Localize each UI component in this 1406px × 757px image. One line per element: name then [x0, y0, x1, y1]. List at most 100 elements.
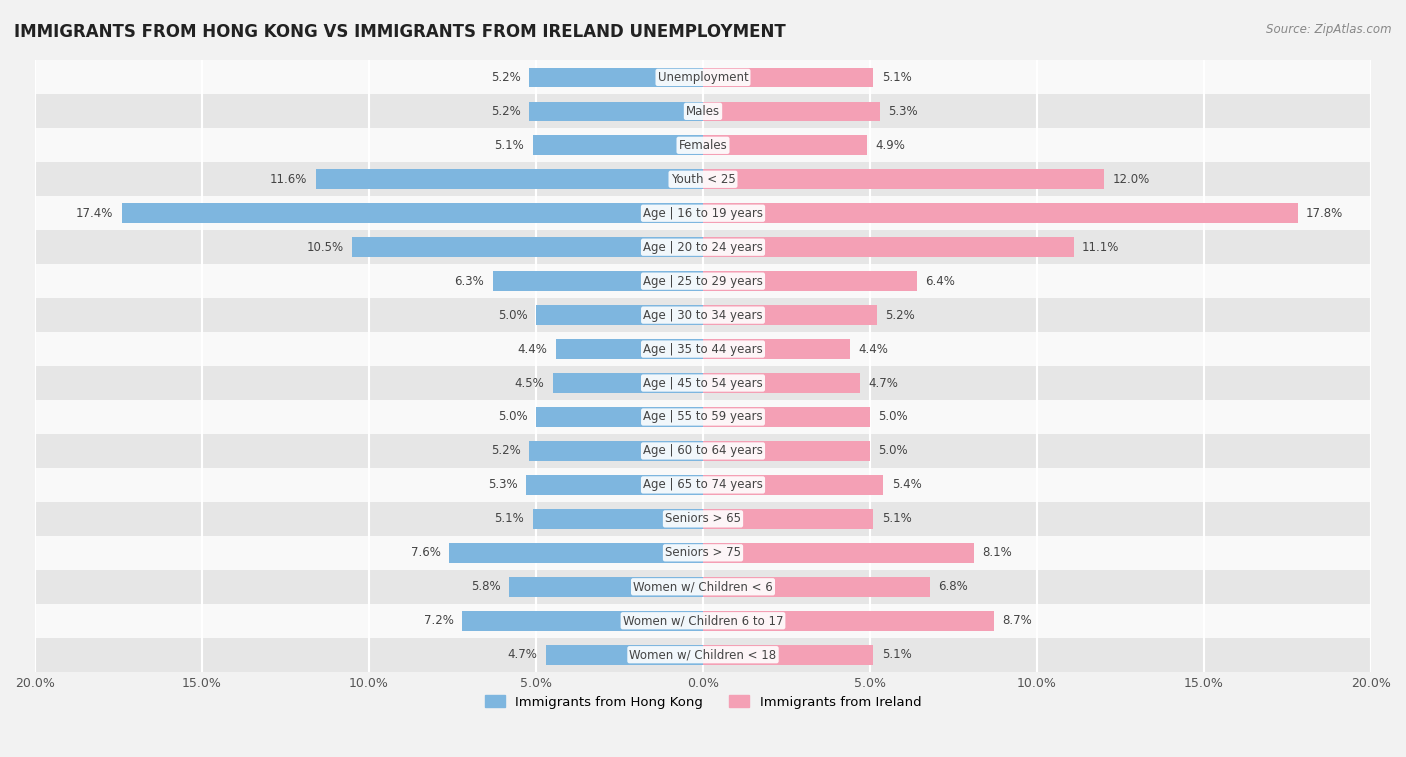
- Bar: [35, 637, 1371, 671]
- Bar: [703, 611, 994, 631]
- Bar: [555, 339, 703, 359]
- Bar: [533, 136, 703, 155]
- Text: 6.3%: 6.3%: [454, 275, 484, 288]
- Bar: [509, 577, 703, 597]
- Bar: [703, 645, 873, 665]
- Text: 7.2%: 7.2%: [425, 614, 454, 628]
- Text: Seniors > 75: Seniors > 75: [665, 547, 741, 559]
- Bar: [703, 543, 973, 562]
- Bar: [703, 136, 866, 155]
- Bar: [35, 400, 1371, 434]
- Text: 4.4%: 4.4%: [517, 343, 548, 356]
- Text: 7.6%: 7.6%: [411, 547, 441, 559]
- Text: 5.2%: 5.2%: [491, 71, 522, 84]
- Bar: [529, 101, 703, 121]
- Bar: [703, 339, 851, 359]
- Text: 10.5%: 10.5%: [307, 241, 344, 254]
- Text: 4.9%: 4.9%: [875, 139, 905, 152]
- Text: 5.1%: 5.1%: [495, 512, 524, 525]
- Bar: [703, 577, 931, 597]
- Bar: [703, 238, 1074, 257]
- Bar: [703, 170, 1104, 189]
- Bar: [449, 543, 703, 562]
- Text: Females: Females: [679, 139, 727, 152]
- Text: 5.3%: 5.3%: [488, 478, 517, 491]
- Text: 5.1%: 5.1%: [882, 648, 911, 661]
- Bar: [703, 305, 877, 325]
- Bar: [35, 536, 1371, 570]
- Text: 17.4%: 17.4%: [76, 207, 114, 220]
- Bar: [35, 468, 1371, 502]
- Text: 5.0%: 5.0%: [879, 410, 908, 423]
- Bar: [529, 441, 703, 461]
- Bar: [35, 196, 1371, 230]
- Text: 6.4%: 6.4%: [925, 275, 955, 288]
- Text: 5.2%: 5.2%: [884, 309, 915, 322]
- Bar: [35, 604, 1371, 637]
- Text: 5.0%: 5.0%: [498, 309, 527, 322]
- Text: Age | 30 to 34 years: Age | 30 to 34 years: [643, 309, 763, 322]
- Bar: [536, 305, 703, 325]
- Text: 11.1%: 11.1%: [1083, 241, 1119, 254]
- Text: Age | 25 to 29 years: Age | 25 to 29 years: [643, 275, 763, 288]
- Text: Age | 45 to 54 years: Age | 45 to 54 years: [643, 376, 763, 390]
- Text: Source: ZipAtlas.com: Source: ZipAtlas.com: [1267, 23, 1392, 36]
- Bar: [703, 475, 883, 495]
- Bar: [315, 170, 703, 189]
- Text: 12.0%: 12.0%: [1112, 173, 1150, 185]
- Bar: [463, 611, 703, 631]
- Bar: [703, 101, 880, 121]
- Legend: Immigrants from Hong Kong, Immigrants from Ireland: Immigrants from Hong Kong, Immigrants fr…: [479, 690, 927, 714]
- Bar: [35, 570, 1371, 604]
- Text: 8.7%: 8.7%: [1002, 614, 1032, 628]
- Text: 5.0%: 5.0%: [879, 444, 908, 457]
- Bar: [35, 502, 1371, 536]
- Text: 4.5%: 4.5%: [515, 376, 544, 390]
- Text: Women w/ Children < 18: Women w/ Children < 18: [630, 648, 776, 661]
- Text: Age | 20 to 24 years: Age | 20 to 24 years: [643, 241, 763, 254]
- Bar: [703, 441, 870, 461]
- Bar: [553, 373, 703, 393]
- Text: 5.2%: 5.2%: [491, 444, 522, 457]
- Text: Age | 55 to 59 years: Age | 55 to 59 years: [643, 410, 763, 423]
- Text: Males: Males: [686, 105, 720, 118]
- Bar: [353, 238, 703, 257]
- Text: Seniors > 65: Seniors > 65: [665, 512, 741, 525]
- Text: 11.6%: 11.6%: [270, 173, 307, 185]
- Bar: [703, 67, 873, 87]
- Bar: [35, 264, 1371, 298]
- Bar: [536, 407, 703, 427]
- Bar: [703, 407, 870, 427]
- Bar: [35, 61, 1371, 95]
- Bar: [35, 332, 1371, 366]
- Text: 6.8%: 6.8%: [938, 581, 969, 593]
- Text: 8.1%: 8.1%: [981, 547, 1012, 559]
- Text: 5.3%: 5.3%: [889, 105, 918, 118]
- Bar: [35, 434, 1371, 468]
- Text: Women w/ Children 6 to 17: Women w/ Children 6 to 17: [623, 614, 783, 628]
- Bar: [526, 475, 703, 495]
- Bar: [492, 271, 703, 291]
- Text: 5.1%: 5.1%: [495, 139, 524, 152]
- Bar: [35, 162, 1371, 196]
- Bar: [35, 298, 1371, 332]
- Bar: [529, 67, 703, 87]
- Bar: [703, 204, 1298, 223]
- Text: Age | 60 to 64 years: Age | 60 to 64 years: [643, 444, 763, 457]
- Bar: [533, 509, 703, 528]
- Text: 4.4%: 4.4%: [858, 343, 889, 356]
- Bar: [35, 230, 1371, 264]
- Text: IMMIGRANTS FROM HONG KONG VS IMMIGRANTS FROM IRELAND UNEMPLOYMENT: IMMIGRANTS FROM HONG KONG VS IMMIGRANTS …: [14, 23, 786, 41]
- Text: 4.7%: 4.7%: [869, 376, 898, 390]
- Text: Age | 16 to 19 years: Age | 16 to 19 years: [643, 207, 763, 220]
- Text: Age | 35 to 44 years: Age | 35 to 44 years: [643, 343, 763, 356]
- Bar: [703, 271, 917, 291]
- Text: Women w/ Children < 6: Women w/ Children < 6: [633, 581, 773, 593]
- Bar: [35, 129, 1371, 162]
- Bar: [35, 95, 1371, 129]
- Bar: [703, 373, 860, 393]
- Bar: [122, 204, 703, 223]
- Text: 5.4%: 5.4%: [891, 478, 921, 491]
- Text: Youth < 25: Youth < 25: [671, 173, 735, 185]
- Text: 17.8%: 17.8%: [1306, 207, 1343, 220]
